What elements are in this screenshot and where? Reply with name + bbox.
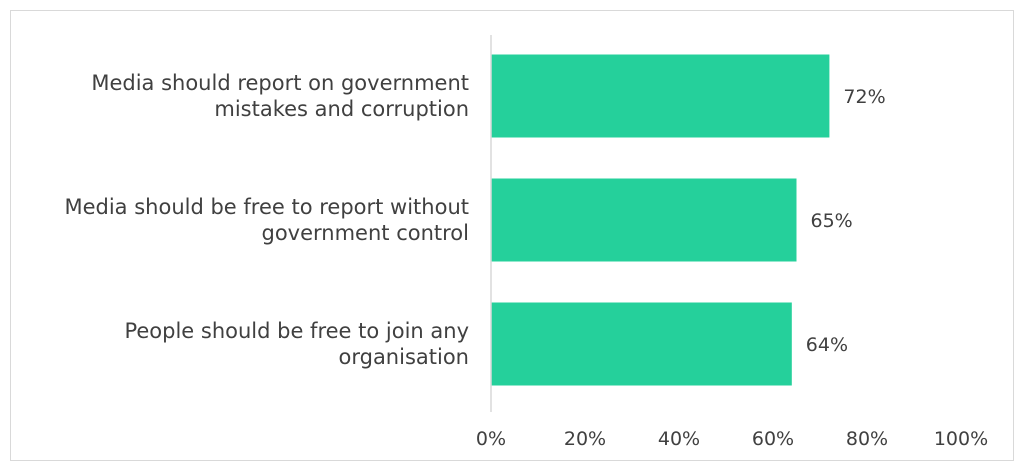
x-tick-label-40: 40% [658,428,700,450]
x-tick-label-0: 0% [476,428,506,450]
category-label-3: People should be free to join any organis… [124,319,469,369]
value-label-3: 64% [806,334,848,356]
category-label-line: Media should be free to report without [64,195,469,219]
category-label-line: mistakes and corruption [214,97,469,121]
value-label-1: 72% [843,86,885,108]
x-tick-label-20: 20% [564,428,606,450]
x-tick-label-100: 100% [934,428,988,450]
bars-layer [491,54,830,386]
value-label-2: 65% [811,210,853,232]
bar-3 [491,302,792,386]
category-label-line: Media should report on government [91,71,469,95]
category-label-2: Media should be free to report without go… [64,195,469,245]
x-tick-label-80: 80% [846,428,888,450]
category-label-line: organisation [339,345,470,369]
category-label-1: Media should report on government mistake… [91,71,469,121]
bar-1 [491,54,830,138]
x-tick-label-60: 60% [752,428,794,450]
category-labels-layer: Media should report on government mistake… [64,71,469,369]
category-label-line: People should be free to join any [124,319,469,343]
x-axis-ticks-layer: 0% 20% 40% 60% 80% 100% [476,428,988,450]
value-labels-layer: 72% 65% 64% [806,86,886,356]
bar-2 [491,178,797,262]
category-label-line: government control [262,221,470,245]
